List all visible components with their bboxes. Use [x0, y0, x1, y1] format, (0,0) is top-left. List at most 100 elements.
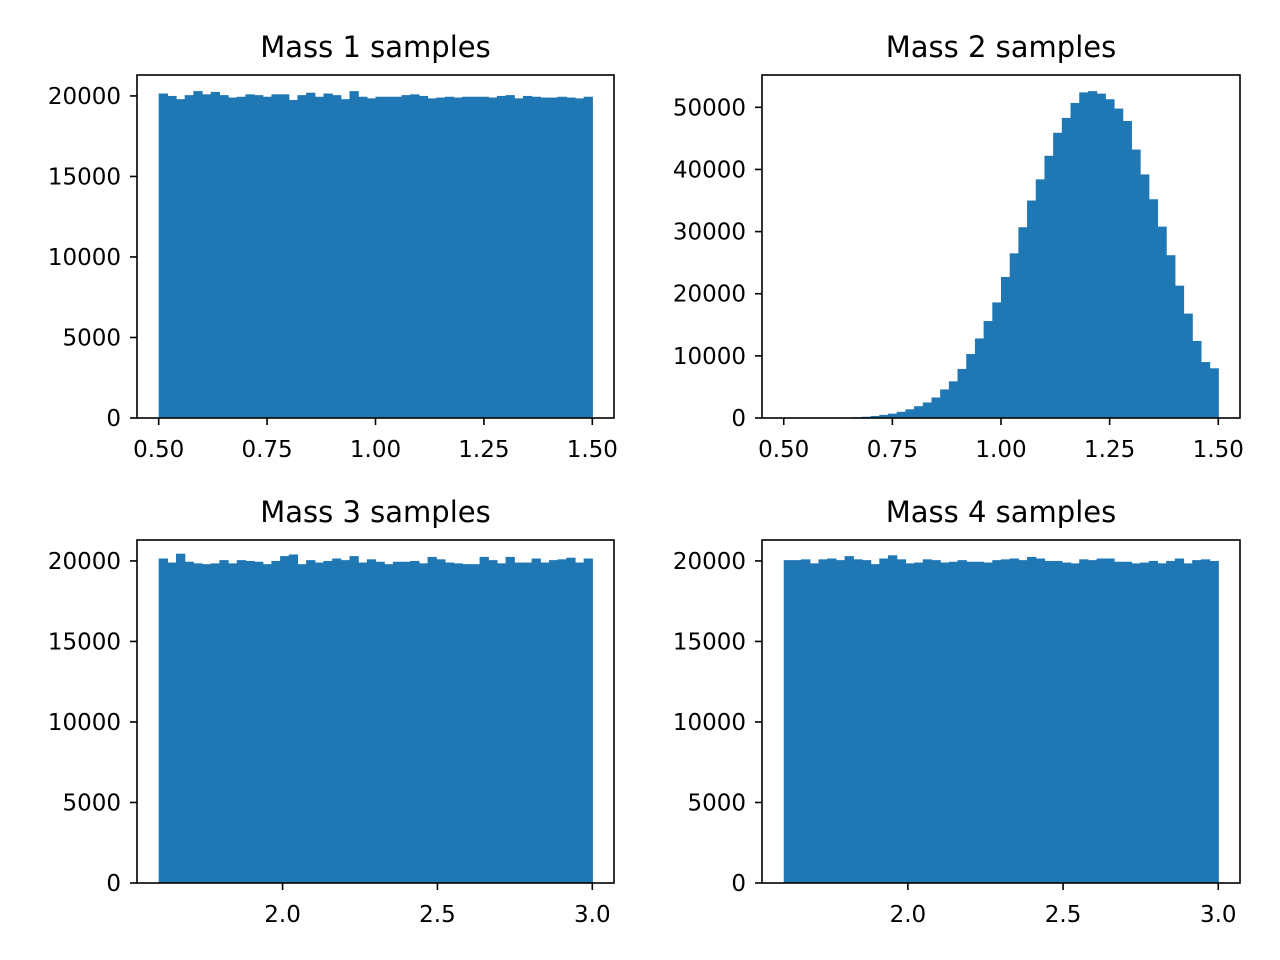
histogram-bar — [1113, 108, 1124, 418]
histogram-bar — [184, 561, 194, 883]
y-tick-label: 40000 — [673, 157, 746, 183]
histogram-bar — [531, 558, 541, 883]
histogram-bar — [176, 553, 186, 883]
x-tick-label: 1.00 — [350, 437, 401, 463]
histogram-bar — [349, 556, 359, 883]
histogram-bar — [375, 561, 385, 883]
histogram-bar — [1044, 155, 1054, 418]
histogram-bar — [228, 97, 238, 418]
histogram-bar — [280, 94, 290, 418]
histogram-bar — [818, 559, 828, 883]
histogram-bar — [262, 96, 273, 418]
histogram-bar — [228, 563, 238, 883]
y-tick-label: 0 — [106, 406, 121, 432]
histogram-bar — [167, 95, 177, 419]
histogram-bars — [158, 91, 593, 419]
x-tick-label: 1.00 — [975, 437, 1026, 463]
histogram-bar — [905, 563, 915, 883]
histogram-bar — [1070, 102, 1080, 418]
histogram-bar — [540, 562, 550, 883]
histogram-bar — [574, 562, 585, 883]
histogram-bar — [888, 555, 898, 883]
histogram-bar — [905, 409, 915, 418]
histogram-bar — [957, 560, 967, 883]
histogram-bar — [983, 562, 993, 883]
histogram-bar — [254, 561, 264, 883]
histogram-bar — [948, 561, 959, 883]
histogram-bar — [401, 561, 411, 883]
histogram-bar — [427, 556, 437, 883]
histogram-bar — [262, 564, 273, 883]
histogram-bar — [801, 559, 811, 883]
histogram-bar — [436, 559, 446, 883]
histogram-bar — [870, 564, 880, 883]
histogram-bar — [914, 406, 924, 418]
histogram-bar — [1070, 563, 1080, 883]
histogram-bar — [1035, 179, 1046, 418]
histogram-bar — [948, 381, 959, 418]
histogram-bar — [392, 561, 403, 883]
histogram-bar — [522, 562, 533, 883]
x-tick-label: 1.50 — [567, 437, 618, 463]
histogram-bar — [314, 562, 325, 883]
histogram-bar — [505, 95, 515, 419]
histogram-bar — [410, 560, 420, 883]
histogram-bar — [323, 93, 333, 419]
histogram-bar — [418, 563, 429, 883]
histogram-bar — [505, 556, 515, 883]
histogram-bar — [375, 96, 385, 418]
histogram-bar — [184, 95, 194, 419]
histogram-bar — [488, 560, 498, 883]
y-tick-label: 30000 — [673, 220, 746, 246]
histogram-bar — [879, 414, 889, 418]
histogram-bar — [522, 95, 533, 419]
x-tick-label: 1.25 — [458, 437, 509, 463]
histogram-bar — [548, 97, 559, 418]
histogram-bar — [280, 556, 290, 883]
histogram-bar — [219, 560, 229, 883]
subplot-title: Mass 4 samples — [886, 495, 1116, 529]
histogram-bar — [827, 558, 837, 883]
subplot-2: Mass 2 samples 0.50 0.75 1.00 1.25 1.50 0 1000… — [673, 30, 1244, 463]
histogram-bar — [574, 98, 585, 418]
subplot-title: Mass 1 samples — [260, 30, 490, 64]
histogram-bar — [496, 563, 507, 883]
histogram-bar — [1061, 562, 1072, 883]
x-tick-label: 2.5 — [1045, 902, 1082, 928]
histogram-bar — [488, 97, 498, 418]
histogram-bar — [914, 562, 924, 883]
y-tick-label: 20000 — [673, 549, 746, 575]
histogram-bar — [340, 560, 351, 883]
x-tick-label: 3.0 — [574, 902, 611, 928]
histogram-bar — [1105, 558, 1115, 883]
histogram-bar — [358, 96, 368, 418]
histogram-bar — [358, 562, 368, 883]
histogram-bar — [1148, 560, 1159, 883]
histogram-bar — [844, 556, 854, 883]
histogram-bar — [236, 560, 247, 883]
histogram-bar — [931, 397, 941, 418]
histogram-bar — [1105, 99, 1115, 418]
histogram-bar — [1200, 559, 1211, 883]
subplot-1: Mass 1 samples 0.50 0.75 1.00 1.25 1.50 0 5000… — [48, 30, 618, 463]
histogram-bar — [835, 560, 846, 883]
histogram-bar — [1157, 563, 1167, 883]
histogram-bar — [271, 560, 281, 883]
y-tick-label: 20000 — [48, 549, 121, 575]
histogram-bar — [566, 97, 576, 418]
histogram-bar — [1001, 559, 1011, 883]
histogram-bar — [470, 96, 481, 418]
y-tick-label: 10000 — [48, 245, 121, 271]
subplot-4: Mass 4 samples 2.0 2.5 3.0 0 5000 10000 15000 2… — [673, 495, 1241, 928]
histogram-bar — [1018, 227, 1028, 418]
histogram-bar — [167, 562, 177, 883]
histogram-bar — [401, 95, 411, 419]
y-tick-label: 20000 — [48, 84, 121, 110]
histogram-bar — [462, 96, 472, 418]
histogram-bar — [557, 559, 567, 883]
histogram-bar — [340, 99, 351, 418]
histogram-bar — [1087, 91, 1098, 419]
histogram-bar — [1035, 558, 1046, 883]
histogram-bar — [349, 91, 359, 419]
